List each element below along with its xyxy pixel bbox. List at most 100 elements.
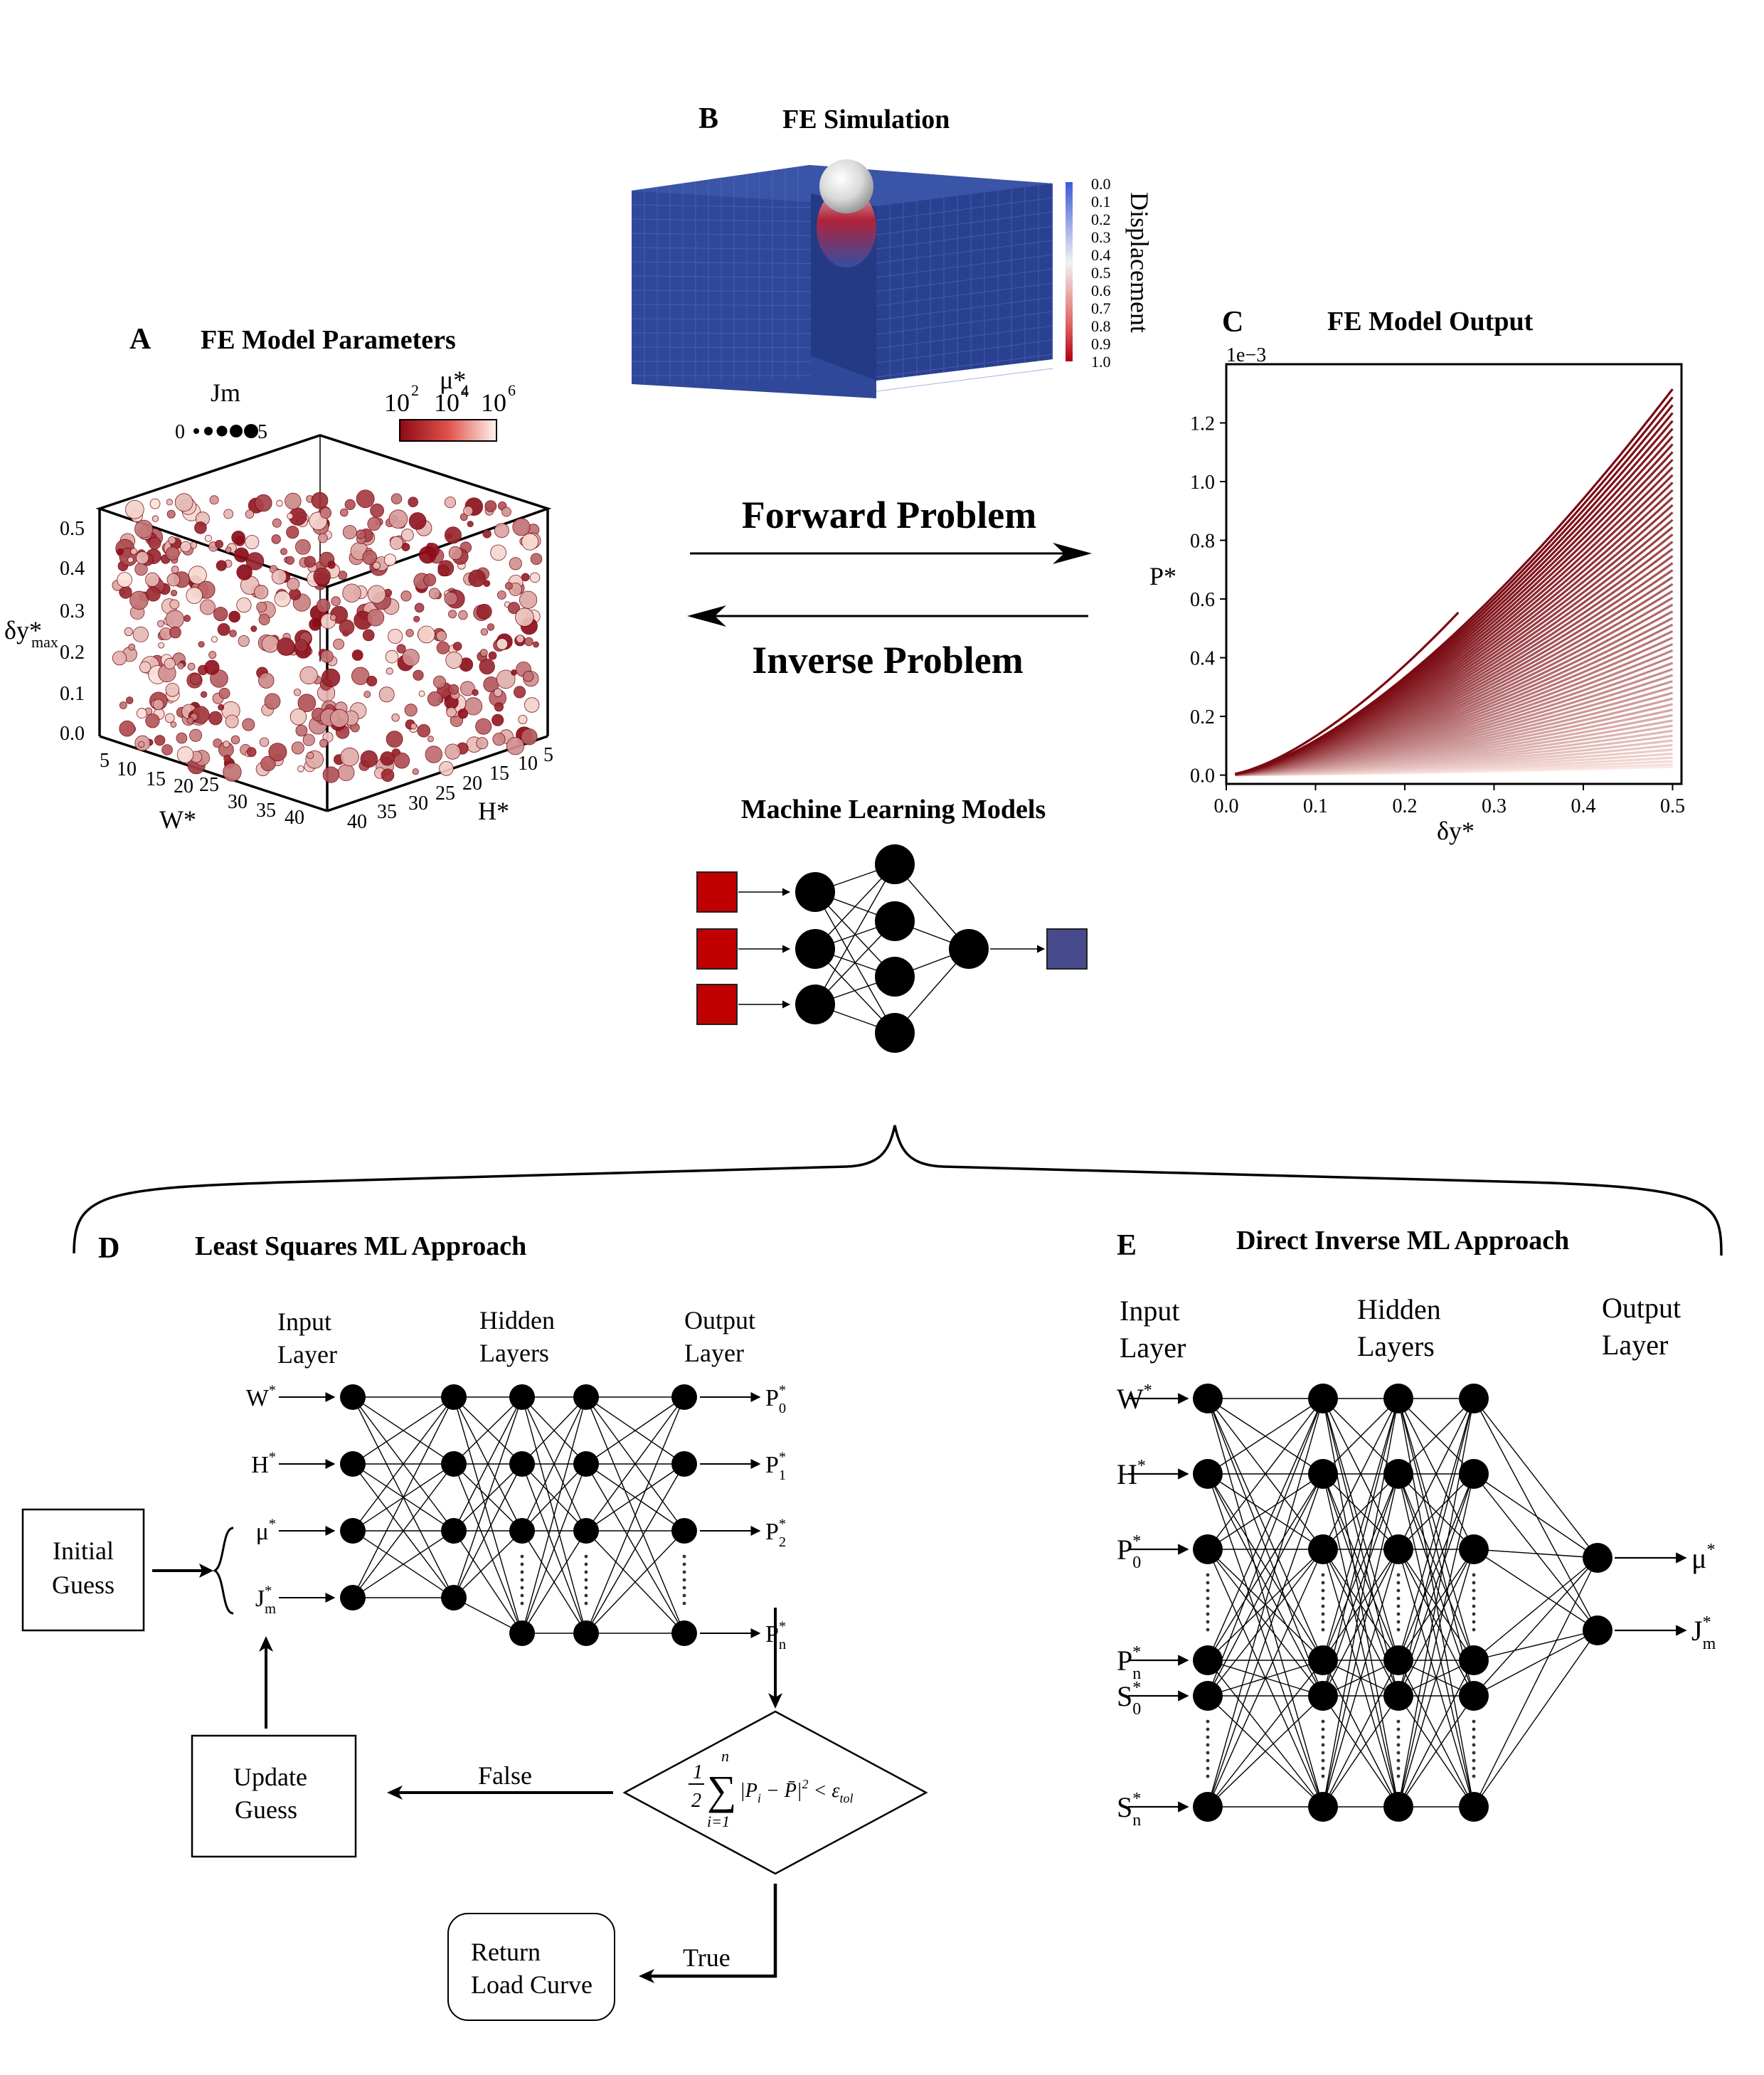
scatter-point: [339, 508, 349, 517]
ml-edge: [814, 864, 896, 1005]
d-edge: [585, 1463, 685, 1532]
e-edge: [1398, 1398, 1475, 1475]
scatter-point: [342, 583, 361, 603]
e-edge: [1398, 1398, 1475, 1550]
scatter-point: [457, 709, 469, 719]
panel-c-letter: C: [1222, 306, 1243, 339]
scatter-point: [198, 641, 205, 648]
d-neuron: [441, 1384, 467, 1410]
scatter-point: [423, 573, 437, 587]
scatter-point: [490, 544, 506, 561]
ellipsis-dot: [1206, 1735, 1210, 1739]
scatter-point: [124, 627, 133, 637]
colorbar: [399, 419, 497, 442]
ml-hidden-node: [875, 901, 915, 941]
colorbar-title: μ*: [440, 366, 466, 394]
y-tick-label: 0.2: [1190, 706, 1215, 728]
e-edge: [1207, 1473, 1324, 1697]
size-dot: [193, 428, 199, 434]
scatter-point: [166, 509, 176, 519]
w-tick: 35: [256, 800, 276, 822]
scatter-point: [437, 565, 450, 577]
ellipsis-dot: [1206, 1573, 1210, 1577]
scatter-point: [156, 620, 164, 627]
ellipsis-dot: [1206, 1727, 1210, 1731]
scatter-point: [245, 552, 265, 571]
formula-sum-bottom: i=1: [707, 1813, 730, 1830]
displacement-tick: 0.1: [1091, 193, 1111, 211]
size-dot: [204, 427, 213, 435]
scatter-point: [446, 706, 457, 718]
ellipsis-dot: [1472, 1588, 1476, 1593]
mesh-line: [876, 240, 1053, 264]
scatter-point: [183, 615, 191, 622]
ml-input-node: [696, 928, 738, 970]
scatter-point: [533, 641, 539, 648]
mesh-line: [876, 368, 1053, 392]
e-edge: [1398, 1695, 1475, 1808]
scatter-point: [145, 572, 160, 588]
scatter-point: [139, 661, 152, 674]
h-tick: 5: [543, 744, 553, 766]
scatter-point: [276, 499, 283, 507]
scatter-point: [307, 751, 314, 760]
scatter-point: [223, 755, 231, 763]
e-hidden-layers-label: Hidden: [1357, 1293, 1441, 1325]
scatter-point: [299, 666, 318, 685]
d-edge: [352, 1396, 455, 1532]
ml-hidden-node: [795, 985, 835, 1024]
e-edge: [1398, 1473, 1475, 1808]
scatter-point: [496, 669, 516, 689]
d-hidden-layers-label: Hidden: [479, 1306, 555, 1334]
e-neuron: [1383, 1681, 1413, 1711]
scatter-point: [250, 625, 257, 632]
scatter-point: [231, 530, 245, 545]
ellipsis-dot: [520, 1562, 524, 1566]
d-neuron: [573, 1518, 599, 1544]
update-guess-label: Guess: [235, 1795, 297, 1824]
scatter-point: [132, 626, 149, 642]
scatter-point: [390, 536, 403, 550]
panel-e: E Direct Inverse ML Approach Input Layer…: [1117, 1226, 1716, 1830]
e-edge: [1398, 1398, 1475, 1661]
size-dot: [216, 425, 228, 437]
false-label: False: [478, 1761, 532, 1790]
scatter-point: [271, 569, 287, 585]
h-tick: 40: [347, 811, 367, 833]
scatter-point: [216, 560, 227, 571]
scatter-point: [501, 506, 511, 517]
scatter-point: [366, 676, 378, 687]
d-edge: [521, 1396, 587, 1634]
ellipsis-dot: [1472, 1581, 1476, 1585]
least-squares-network: W*H*μ*J* mP* 0P* 1P* 2P* n: [246, 1383, 786, 1653]
ellipsis-dot: [1472, 1596, 1476, 1601]
x-axis-label: δy*: [1437, 817, 1475, 845]
e-output-layer-label: Output: [1602, 1292, 1681, 1324]
scatter-point: [319, 738, 329, 748]
e-edge: [1398, 1660, 1475, 1808]
scatter-point: [515, 607, 534, 627]
ellipsis-dot: [1321, 1620, 1325, 1624]
e-neuron: [1583, 1615, 1612, 1645]
e-input-layer-label: Input: [1120, 1295, 1179, 1327]
ellipsis-dot: [1472, 1758, 1476, 1763]
ellipsis-dot: [1206, 1774, 1210, 1778]
scatter-point: [295, 724, 308, 737]
d-edge: [352, 1463, 455, 1598]
ellipsis-dot: [1321, 1573, 1325, 1577]
scatter-point: [225, 546, 232, 553]
return-curve-box: [447, 1913, 615, 2021]
scatter-point: [117, 548, 124, 556]
ellipsis-dot: [1396, 1588, 1401, 1593]
scatter-point: [418, 625, 435, 644]
false-arrowhead: [387, 1785, 403, 1800]
d-output-layer-label: Layer: [684, 1339, 744, 1367]
ellipsis-dot: [682, 1562, 686, 1566]
mesh-line: [876, 325, 1053, 349]
scatter-point: [154, 735, 166, 746]
scatter-point: [367, 516, 381, 531]
d-edge: [453, 1396, 523, 1634]
ellipsis-dot: [1472, 1727, 1476, 1731]
scatter-point: [291, 741, 304, 755]
update-guess-label: Update: [233, 1763, 307, 1791]
